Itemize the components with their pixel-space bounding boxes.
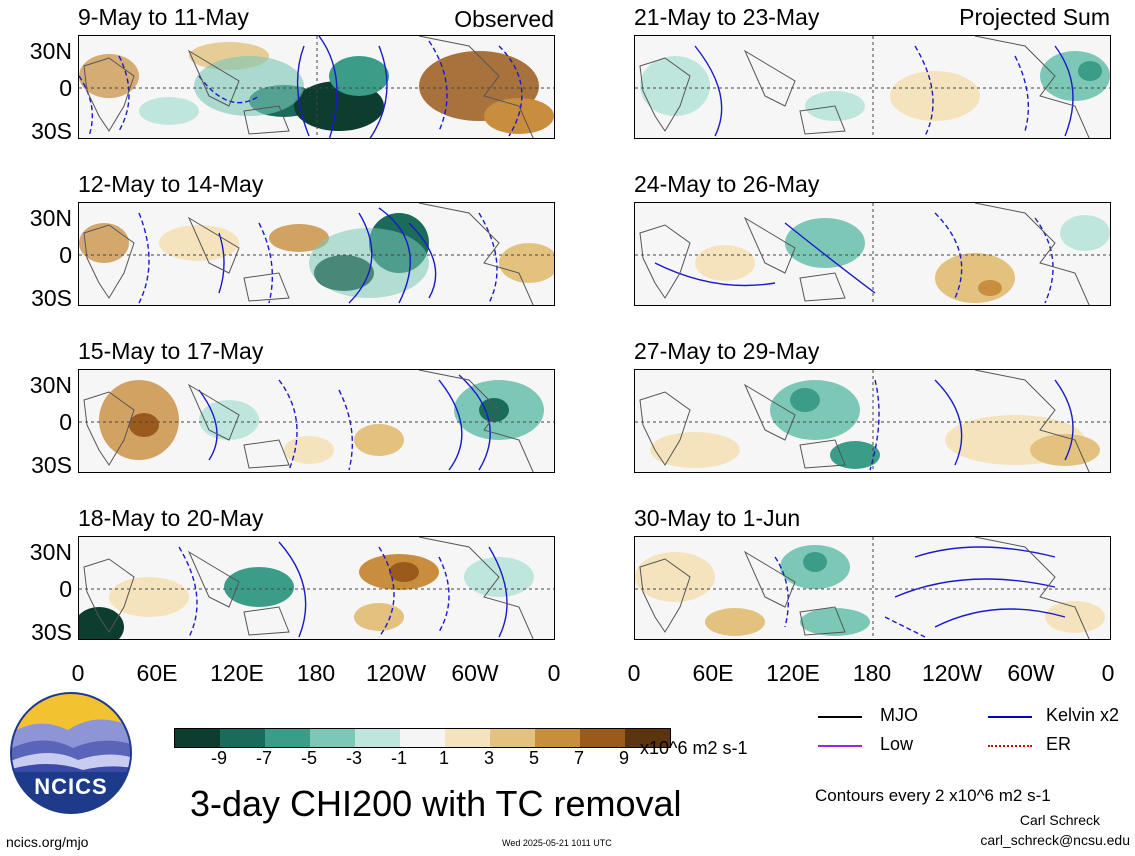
- legend-label-low: Low: [880, 734, 914, 754]
- colorbar-tick: 9: [618, 748, 629, 768]
- colorbar-tick: -7: [255, 748, 272, 768]
- lat-label: 30S: [31, 118, 72, 144]
- lat-label: 30N: [29, 205, 72, 231]
- colorbar-tick: -1: [390, 748, 407, 768]
- colorbar-units: x10^6 m2 s-1: [640, 738, 748, 758]
- map-panel: [78, 35, 555, 139]
- panel-title: 27-May to 29-May: [634, 338, 820, 364]
- lat-label: 30S: [31, 619, 72, 645]
- legend-label-mjo: MJO: [880, 705, 918, 725]
- logo-text: NCICS: [34, 774, 108, 799]
- site-link[interactable]: ncics.org/mjo: [6, 834, 89, 850]
- legend-line-er: [988, 745, 1032, 747]
- timestamp: Wed 2025-05-21 1011 UTC: [502, 838, 612, 848]
- lon-label: 0: [1101, 660, 1115, 686]
- panel-title: 24-May to 26-May: [634, 171, 820, 197]
- lon-label: 60W: [451, 660, 499, 686]
- lon-label: 0: [627, 660, 641, 686]
- legend-line-low: [818, 745, 862, 747]
- colorbar-tick: 1: [438, 748, 449, 768]
- colorbar-swatch: [625, 729, 670, 747]
- colorbar-swatch: [580, 729, 625, 747]
- legend-label-er: ER: [1046, 734, 1072, 754]
- contours-note: Contours every 2 x10^6 m2 s-1: [815, 786, 1051, 805]
- email-link[interactable]: carl_schreck@ncsu.edu: [980, 832, 1130, 848]
- colorbar-swatch: [310, 729, 355, 747]
- map-panel: [634, 369, 1111, 473]
- legend-line-kelvin: [988, 716, 1032, 718]
- map-panel: [634, 536, 1111, 640]
- panel-title: 21-May to 23-May: [634, 4, 820, 30]
- lat-label: 30N: [29, 38, 72, 64]
- panel-tag: Projected Sum: [959, 4, 1110, 30]
- main-title: 3-day CHI200 with TC removal: [190, 783, 682, 824]
- map-panel: [78, 202, 555, 306]
- colorbar-swatch: [535, 729, 580, 747]
- map-panel: [78, 536, 555, 640]
- colorbar-tick: 5: [528, 748, 539, 768]
- colorbar-tick: -5: [300, 748, 317, 768]
- colorbar-swatch: [265, 729, 310, 747]
- map-panel: [78, 369, 555, 473]
- ncics-logo: NCICS: [8, 690, 134, 816]
- lon-label: 120W: [921, 660, 983, 686]
- lat-label: 0: [59, 75, 72, 101]
- colorbar-swatch: [220, 729, 265, 747]
- lon-label: 60W: [1007, 660, 1055, 686]
- colorbar-swatch: [400, 729, 445, 747]
- lat-label: 30S: [31, 285, 72, 311]
- lat-label: 0: [59, 409, 72, 435]
- colorbar-swatch: [175, 729, 220, 747]
- lon-label: 180: [852, 660, 892, 686]
- colorbar: [174, 728, 671, 748]
- lon-label: 180: [296, 660, 336, 686]
- colorbar-swatch: [490, 729, 535, 747]
- panel-title: 12-May to 14-May: [78, 171, 264, 197]
- colorbar-swatch: [445, 729, 490, 747]
- map-panel: [634, 35, 1111, 139]
- lon-label: 0: [547, 660, 561, 686]
- lon-label: 60E: [136, 660, 178, 686]
- legend-label-kelvin: Kelvin x2: [1046, 705, 1120, 725]
- lon-label: 120W: [365, 660, 427, 686]
- colorbar-tick: 7: [573, 748, 584, 768]
- lon-label: 0: [71, 660, 85, 686]
- legend-line-mjo: [818, 716, 862, 718]
- lat-label: 30N: [29, 539, 72, 565]
- lon-label: 120E: [210, 660, 264, 686]
- lon-label: 120E: [766, 660, 820, 686]
- panel-title: 18-May to 20-May: [78, 505, 264, 531]
- lat-label: 30N: [29, 372, 72, 398]
- map-panel: [634, 202, 1111, 306]
- colorbar-tick: -9: [210, 748, 227, 768]
- colorbar-swatch: [355, 729, 400, 747]
- lat-label: 0: [59, 576, 72, 602]
- panel-title: 15-May to 17-May: [78, 338, 264, 364]
- colorbar-tick: 3: [483, 748, 494, 768]
- lon-label: 60E: [692, 660, 734, 686]
- lat-label: 0: [59, 242, 72, 268]
- lat-label: 30S: [31, 452, 72, 478]
- panel-tag: Observed: [454, 6, 554, 32]
- author: Carl Schreck: [1019, 812, 1100, 828]
- panel-title: 30-May to 1-Jun: [634, 505, 801, 531]
- panel-title: 9-May to 11-May: [78, 4, 249, 30]
- colorbar-tick: -3: [345, 748, 362, 768]
